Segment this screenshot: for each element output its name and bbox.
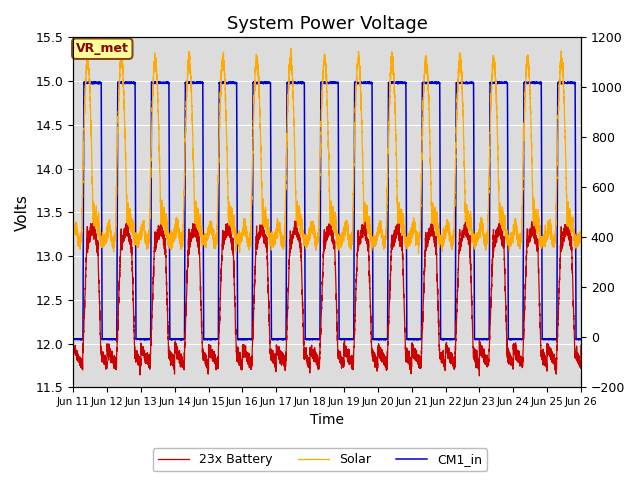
Solar	[455, 68, 463, 73]
Solar	[550, 234, 557, 240]
Legend: 23x Battery, Solar, CM1_in: 23x Battery, Solar, CM1_in	[153, 448, 487, 471]
CM1_in	[440, 336, 448, 342]
Solar	[287, 45, 294, 51]
Solar	[69, 231, 77, 237]
23x Battery	[440, 359, 448, 364]
23x Battery	[550, 358, 557, 364]
CM1_in	[69, 336, 77, 342]
CM1_in	[577, 336, 585, 342]
CM1_in	[242, 336, 250, 342]
Solar	[440, 235, 448, 241]
23x Battery	[476, 373, 483, 379]
CM1_in	[502, 79, 509, 84]
Line: Solar: Solar	[73, 48, 581, 253]
23x Battery	[242, 352, 250, 358]
23x Battery	[291, 218, 298, 224]
Solar	[577, 235, 585, 241]
CM1_in	[310, 336, 317, 342]
CM1_in	[550, 336, 557, 342]
Y-axis label: Volts: Volts	[15, 194, 30, 231]
CM1_in	[455, 80, 463, 86]
X-axis label: Time: Time	[310, 413, 344, 427]
Solar	[242, 228, 250, 234]
23x Battery	[556, 275, 563, 280]
23x Battery	[69, 344, 77, 350]
CM1_in	[179, 337, 187, 343]
Line: 23x Battery: 23x Battery	[73, 221, 581, 376]
CM1_in	[556, 80, 563, 85]
Solar	[310, 227, 317, 233]
23x Battery	[455, 253, 463, 259]
Line: CM1_in: CM1_in	[73, 82, 581, 340]
Solar	[415, 251, 422, 256]
Solar	[556, 82, 563, 87]
23x Battery	[577, 343, 585, 348]
23x Battery	[310, 350, 317, 356]
Text: VR_met: VR_met	[76, 42, 129, 55]
Title: System Power Voltage: System Power Voltage	[227, 15, 428, 33]
